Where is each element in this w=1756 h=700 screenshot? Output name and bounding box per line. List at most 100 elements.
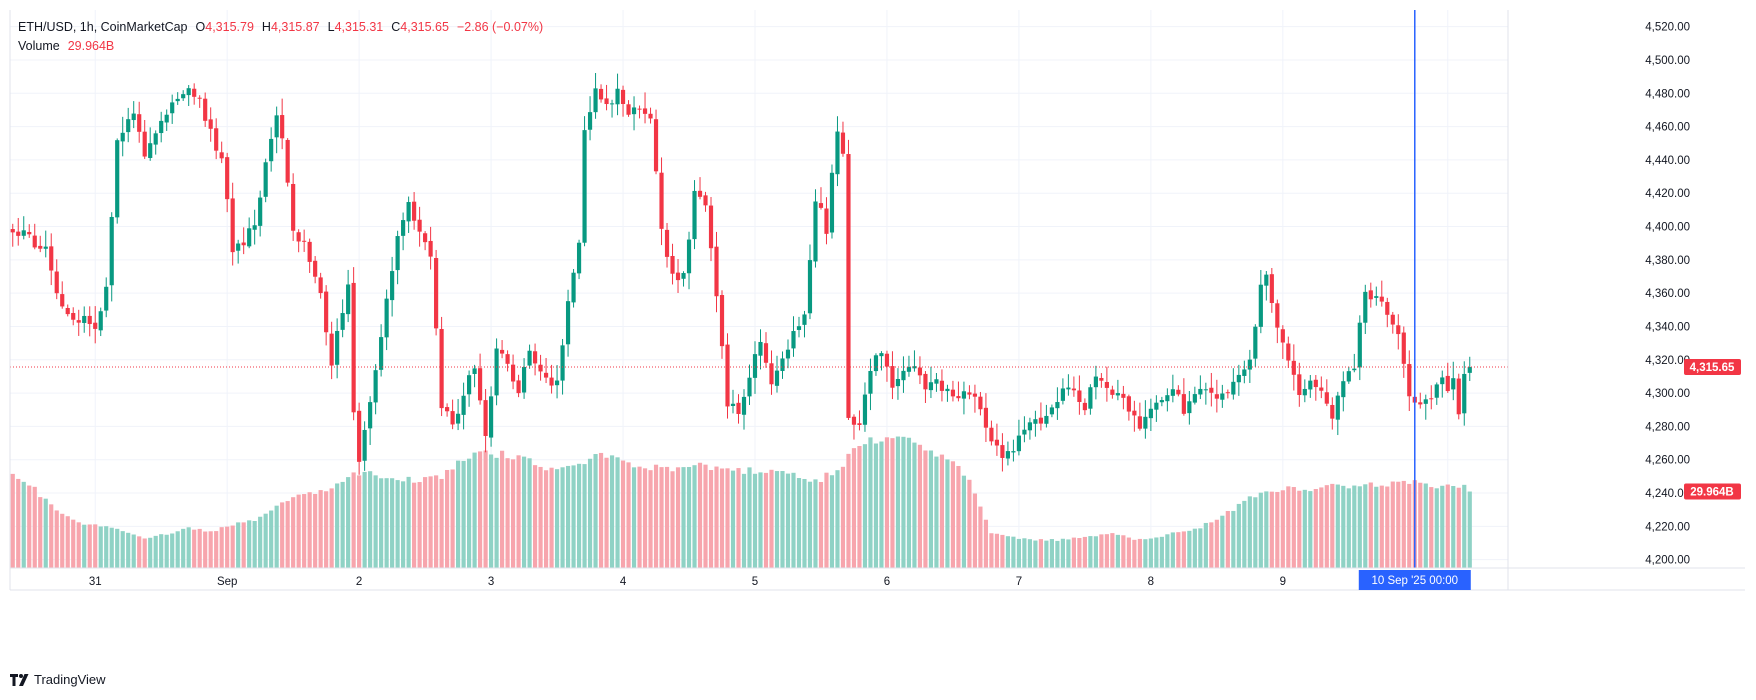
price-tick-label: 4,220.00 (1645, 521, 1690, 533)
candle-body (291, 183, 296, 231)
volume-bar (1401, 480, 1406, 568)
volume-bar (593, 454, 598, 568)
volume-bar (1258, 492, 1263, 568)
tradingview-brand[interactable]: TradingView (10, 672, 106, 687)
volume-bar (1451, 486, 1456, 568)
volume-bar (626, 462, 631, 568)
candle-body (697, 190, 703, 197)
volume-bar (439, 478, 444, 568)
volume-bar (461, 460, 466, 568)
volume-row: Volume 29.964B (18, 37, 543, 56)
volume-bar (120, 531, 125, 568)
volume-bar (1313, 488, 1318, 568)
candle-body (76, 320, 81, 323)
volume-bar (423, 477, 428, 568)
candle-body (516, 380, 521, 394)
candle-body (115, 140, 120, 218)
price-tick-label: 4,420.00 (1645, 188, 1690, 200)
candle-body (1236, 374, 1241, 383)
close-label: C (391, 20, 401, 34)
volume-bar (1324, 485, 1329, 568)
candle-body (1434, 384, 1439, 398)
volume-bar (928, 450, 934, 568)
candle-body (175, 98, 180, 102)
price-tick-label: 4,500.00 (1645, 55, 1690, 67)
candle-body (159, 120, 164, 134)
candle-body (153, 133, 158, 145)
candle-body (1126, 396, 1131, 412)
candle-body (708, 205, 714, 249)
candle-body (851, 416, 857, 425)
candle-body (736, 402, 741, 414)
volume-bar (318, 490, 323, 568)
tradingview-logo-icon (10, 673, 29, 686)
volume-bar (972, 493, 978, 568)
volume-bar (412, 482, 417, 568)
candle-body (1401, 332, 1406, 364)
price-tick-label: 4,400.00 (1645, 222, 1690, 234)
candle-body (670, 255, 675, 274)
volume-bar (98, 526, 103, 568)
candle-body (1011, 451, 1016, 453)
candle-body (1368, 290, 1373, 300)
candle-body (1407, 364, 1412, 397)
volume-bar (967, 479, 972, 568)
volume-bar (1132, 539, 1137, 568)
volume-bar (329, 488, 334, 568)
crosshair-time-badge (1358, 570, 1471, 590)
volume-bar (521, 456, 527, 568)
volume-bar (307, 492, 312, 568)
candle-body (445, 407, 450, 412)
candle-body (758, 341, 763, 356)
volume-bar (1060, 538, 1065, 568)
candle-body (1456, 378, 1461, 415)
candle-body (27, 231, 32, 235)
candle-body (252, 225, 257, 230)
candle-body (357, 410, 362, 462)
candle-body (434, 258, 439, 329)
volume-bar (252, 521, 257, 568)
volume-bar (675, 467, 681, 568)
volume-bar (1187, 530, 1192, 568)
volume-bar (1429, 487, 1434, 568)
volume-bar (1209, 522, 1214, 568)
candle-body (917, 367, 923, 376)
candle-body (247, 228, 252, 247)
price-tick-label: 4,200.00 (1645, 555, 1690, 567)
candle-body (1330, 404, 1335, 419)
volume-bar (65, 516, 70, 568)
tradingview-label: TradingView (34, 672, 106, 687)
volume-bar (1066, 539, 1071, 568)
time-tick-label: 7 (1016, 576, 1022, 588)
candle-body (1308, 380, 1313, 390)
candle-body (1104, 381, 1109, 388)
price-tick-label: 4,440.00 (1645, 155, 1690, 167)
candle-body (274, 115, 279, 138)
volume-bar (192, 529, 197, 568)
candle-body (648, 113, 653, 119)
candle-body (1203, 389, 1208, 391)
volume-bar (285, 501, 290, 568)
candle-body (1440, 377, 1445, 385)
volume-bar (703, 464, 708, 568)
candle-body (593, 88, 598, 113)
candle-body (609, 103, 615, 105)
candle-body (1258, 284, 1263, 327)
volume-value: 29.964B (67, 39, 115, 53)
high-label: H (261, 20, 271, 34)
candle-body (1165, 395, 1170, 402)
candle-body (945, 388, 950, 392)
volume-bar (956, 465, 961, 568)
volume-bar (1071, 537, 1076, 568)
volume-bar (1027, 539, 1032, 568)
volume-bar (1192, 528, 1197, 568)
price-tick-label: 4,380.00 (1645, 255, 1690, 267)
volume-bar (313, 493, 318, 568)
candle-body (1297, 374, 1302, 395)
candle-body (192, 88, 197, 97)
volume-bar (631, 467, 637, 568)
candle-body (752, 354, 758, 378)
candle-body (846, 154, 851, 418)
candle-body (620, 89, 626, 104)
